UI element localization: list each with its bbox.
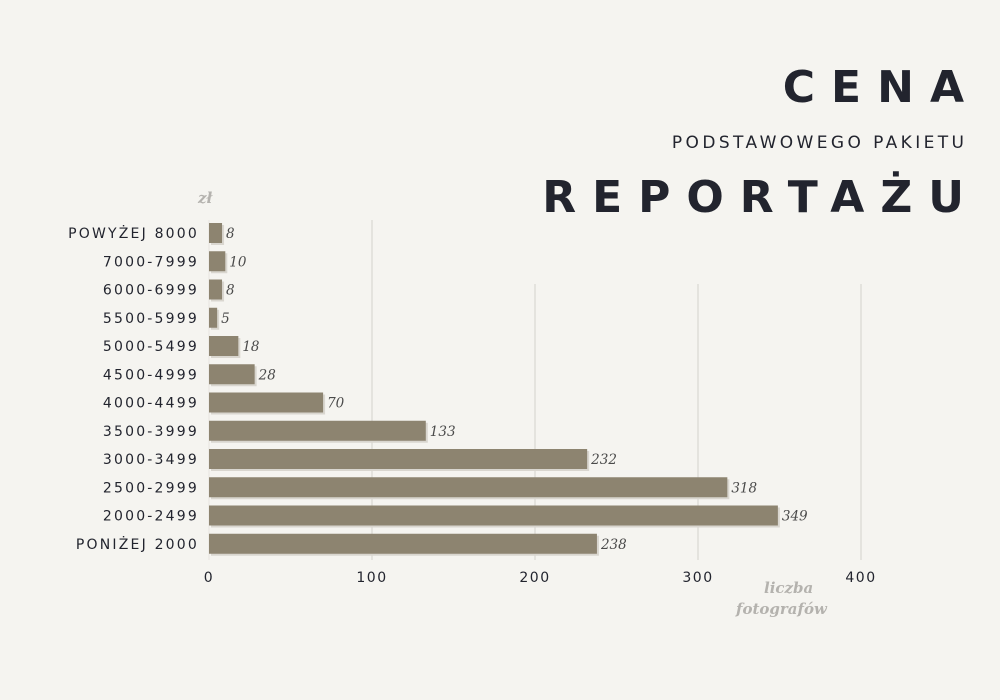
- x-axis-label: liczba fotografów: [735, 579, 828, 618]
- data-label: 28: [258, 367, 277, 383]
- category-label: 6000-6999: [103, 283, 199, 299]
- title-line-2: PODSTAWOWEGO PAKIETU: [671, 133, 968, 153]
- value-labels: 8 10 8 5 18 28 70 133 232 318 349 238: [221, 226, 808, 553]
- data-label: 8: [226, 283, 235, 299]
- data-label: 232: [590, 452, 617, 468]
- bar: [209, 364, 255, 385]
- data-label: 70: [327, 396, 345, 412]
- category-label: PONIŻEJ 2000: [76, 535, 199, 553]
- data-label: 5: [221, 311, 230, 327]
- bar: [209, 336, 239, 356]
- bars: [209, 223, 780, 556]
- data-label: 10: [229, 254, 247, 270]
- category-labels: POWYŻEJ 8000 7000-7999 6000-6999 5500-5999 5…: [68, 224, 199, 553]
- bar: [209, 307, 218, 328]
- x-tick-label: 100: [356, 570, 387, 586]
- category-label: 2000-2499: [103, 509, 199, 525]
- data-label: 238: [600, 537, 627, 553]
- category-label: 4500-4999: [103, 367, 199, 383]
- title-line-3: REPORTAŻU: [542, 172, 980, 223]
- x-tick-label: 200: [519, 570, 550, 586]
- category-label: 3000-3499: [103, 452, 199, 468]
- bar: [209, 477, 728, 498]
- bar: [209, 505, 778, 526]
- x-tick-label: 400: [845, 570, 876, 586]
- y-axis-unit-label: zł: [197, 189, 214, 207]
- x-tick-label: 0: [204, 570, 214, 586]
- bar: [209, 223, 223, 243]
- bar: [209, 279, 223, 300]
- data-label: 8: [226, 226, 235, 242]
- data-label: 133: [430, 424, 456, 440]
- category-label: 3500-3999: [103, 424, 199, 440]
- category-label: 5500-5999: [103, 311, 199, 327]
- data-label: 318: [731, 480, 757, 496]
- bar: [209, 392, 324, 413]
- category-label: 5000-5499: [103, 339, 199, 355]
- x-tick-label: 300: [682, 570, 713, 586]
- grid-lines: [208, 220, 862, 560]
- title-line-1: CENA: [782, 62, 980, 113]
- x-axis-label-line-2: fotografów: [735, 600, 828, 618]
- bar: [209, 420, 426, 441]
- category-label: 7000-7999: [103, 254, 199, 270]
- bar: [209, 449, 588, 469]
- x-axis-label-line-1: liczba: [764, 579, 813, 597]
- category-label: 4000-4499: [103, 396, 199, 412]
- data-label: 349: [782, 509, 808, 525]
- category-label: 2500-2999: [103, 480, 199, 496]
- bar: [209, 251, 226, 272]
- category-label: POWYŻEJ 8000: [68, 224, 199, 242]
- data-label: 18: [242, 339, 260, 355]
- x-tick-labels: 0 100 200 300 400: [204, 570, 876, 586]
- bar: [209, 533, 597, 554]
